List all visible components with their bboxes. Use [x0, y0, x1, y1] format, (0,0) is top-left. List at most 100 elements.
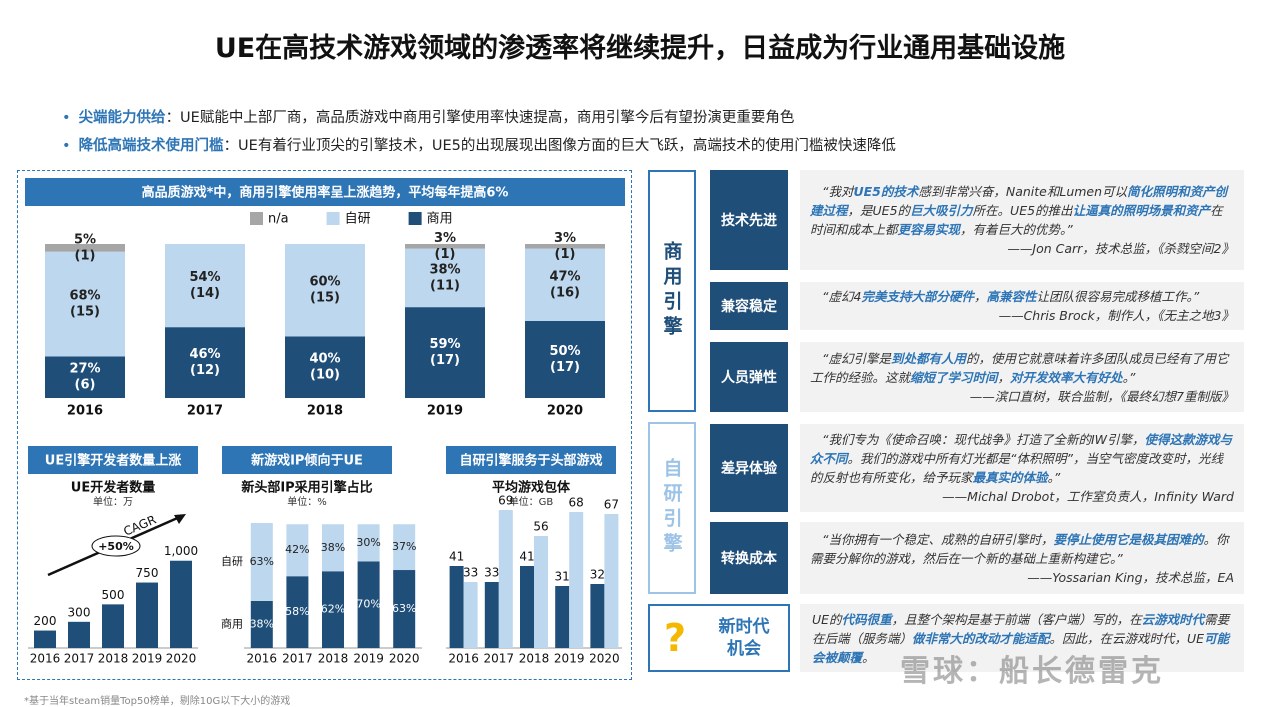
x-tick-label: 2016	[67, 404, 103, 419]
row-label: 兼容稳定	[710, 282, 788, 330]
chart-title: 高品质游戏*中，商用引擎使用率呈上涨趋势，平均每年提高6%	[142, 185, 509, 201]
group-box: 自研引擎	[648, 422, 696, 594]
x-tick-label: 2018	[519, 652, 550, 666]
quote-source: ——Chris Brock，制作人，《无主之地3》	[998, 308, 1234, 323]
quote: “我对UE5的技术感到非常兴奋，Nanite和Lumen可以简化照明和资产创建过…	[810, 182, 1234, 239]
footnote: *基于当年steam销量Top50榜单，剔除10G以下大小的游戏	[24, 696, 291, 707]
quote-text: “虚幻4	[822, 289, 862, 304]
value-label: 46%	[189, 347, 220, 362]
value-label: 62%	[321, 603, 345, 616]
quote-box: “虚幻4完美支持大部分硬件，高兼容性让团队很容易完成移植工作。” ——Chris …	[800, 282, 1244, 330]
value-label: 33	[484, 566, 499, 580]
value-label: 750	[136, 566, 159, 580]
quote-text: 感到非常兴奋，Nanite和Lumen可以	[918, 184, 1128, 199]
chart-subtitle: 平均游戏包体	[492, 480, 571, 496]
quote-text: 。因此，在云游戏时代，UE	[1049, 631, 1205, 646]
quote-highlight: UE5的技术	[853, 184, 919, 199]
x-tick-label: 2020	[547, 404, 583, 419]
bar-segment	[250, 523, 273, 601]
quote-box: “当你拥有一个稳定、成熟的自研引擎时，要停止使用它是极其困难的。你需要分解你的游…	[800, 522, 1244, 594]
chart-header	[446, 446, 616, 474]
bar	[449, 566, 464, 648]
value-label: 47%	[549, 269, 580, 284]
bar-segment	[322, 524, 344, 572]
legend-label: n/a	[268, 212, 289, 227]
chart-header	[25, 178, 625, 206]
bar-segment	[405, 244, 485, 249]
bar-segment	[250, 600, 273, 648]
quote-text: “我们专为《使命召唤：现代战争》打造了全新的IW引擎，	[822, 432, 1145, 447]
value-label: 33	[463, 566, 478, 580]
chart-unit: 单位：%	[287, 495, 327, 508]
bullet-dot: •	[62, 110, 71, 126]
count-label: (6)	[75, 378, 96, 393]
bullet-label: 尖端能力供给	[78, 110, 166, 126]
value-label: 30%	[356, 536, 380, 549]
value-label: 63%	[392, 602, 416, 615]
bullet-text: ：UE有着行业顶尖的引擎技术，UE5的出现展现出图像方面的巨大飞跃，高端技术的使…	[223, 138, 896, 154]
x-tick-label: 2019	[132, 652, 163, 666]
quote-highlight: 巨大吸引力	[910, 203, 973, 218]
value-label: 67	[604, 498, 619, 512]
outlook-box: ? 新时代机会	[648, 604, 790, 672]
outlook-icon: ?	[663, 616, 687, 660]
value-label: 38%	[250, 617, 274, 630]
chart-subtitle: UE开发者数量	[71, 480, 155, 496]
count-label: (16)	[550, 285, 580, 300]
bar	[170, 560, 192, 648]
bar	[136, 582, 158, 648]
quote-highlight: 简化照明和资产创建过程	[810, 184, 1228, 218]
outlook-quote: UE的代码很重，且整个架构是基于前端（客户端）写的，在云游戏时代需要在后端（服务…	[800, 604, 1244, 672]
x-tick-label: 2017	[484, 652, 515, 666]
quote-box: “我们专为《使命召唤：现代战争》打造了全新的IW引擎，使得这款游戏与众不同。我们…	[800, 424, 1244, 512]
value-label: 300	[68, 605, 91, 619]
bar-segment	[525, 321, 605, 398]
quote-text: 所在。UE5的推出	[972, 203, 1073, 218]
chart-header	[28, 446, 198, 474]
quote-source: ——Jon Carr，技术总监，《杀戮空间2》	[1007, 241, 1234, 256]
count-label: (12)	[190, 363, 220, 378]
row-label: 技术先进	[710, 170, 788, 270]
quote-text: 。”	[1047, 470, 1061, 485]
x-tick-label: 2019	[554, 652, 585, 666]
bar	[484, 582, 499, 648]
bar-segment	[45, 356, 125, 398]
value-label: 3%	[434, 231, 456, 246]
quote-text: ，且整个架构是基于前端（客户端）写的，在	[891, 612, 1142, 627]
legend-swatch	[250, 212, 263, 225]
quote-text: ，	[997, 369, 1011, 385]
quote-highlight: 缩短了学习时间	[910, 369, 998, 385]
x-tick-label: 2018	[98, 652, 129, 666]
quote-text: 。你需要分解你的游戏，然后在一个新的基础上重新构建它。”	[810, 531, 1229, 566]
bullet-dot: •	[62, 138, 71, 154]
slide-title: UE在高技术游戏领域的渗透率将继续提升，日益成为行业通用基础设施	[214, 33, 1066, 64]
bar	[590, 584, 605, 648]
quote: “虚幻4完美支持大部分硬件，高兼容性让团队很容易完成移植工作。”	[810, 287, 1234, 306]
x-tick-label: 2017	[282, 652, 313, 666]
quote: “虚幻引擎是到处都有人用的，使用它就意味着许多团队成员已经有了用它工作的经验。这…	[810, 349, 1234, 387]
x-tick-label: 2016	[30, 652, 61, 666]
quote-highlight: 要停止使用它是极其困难的	[1053, 531, 1204, 547]
bar-segment	[525, 244, 605, 249]
value-label: 58%	[285, 605, 309, 618]
quote-text: ，有着巨大的优势。”	[960, 222, 1073, 237]
group-box: 商用引擎	[648, 170, 696, 412]
value-label: 1,000	[164, 544, 198, 558]
quote-text: 需要在后端（服务端）	[812, 612, 1230, 646]
x-tick-label: 2020	[389, 652, 420, 666]
quote-text: 。”	[1122, 369, 1136, 385]
quote-highlight: 云游戏时代	[1141, 612, 1205, 627]
bar	[604, 514, 619, 648]
value-label: 40%	[309, 352, 340, 367]
bar-segment	[165, 244, 245, 328]
x-tick-label: 2017	[187, 404, 223, 419]
bar	[34, 630, 56, 648]
bar	[463, 582, 478, 648]
value-label: 68%	[69, 289, 100, 304]
chart-title: 自研引擎服务于头部游戏	[459, 453, 602, 469]
chart-unit: 单位：万	[93, 495, 133, 508]
value-label: 69	[498, 494, 513, 508]
x-tick-label: 2018	[318, 652, 349, 666]
quote-highlight: 到处都有人用	[890, 350, 966, 366]
